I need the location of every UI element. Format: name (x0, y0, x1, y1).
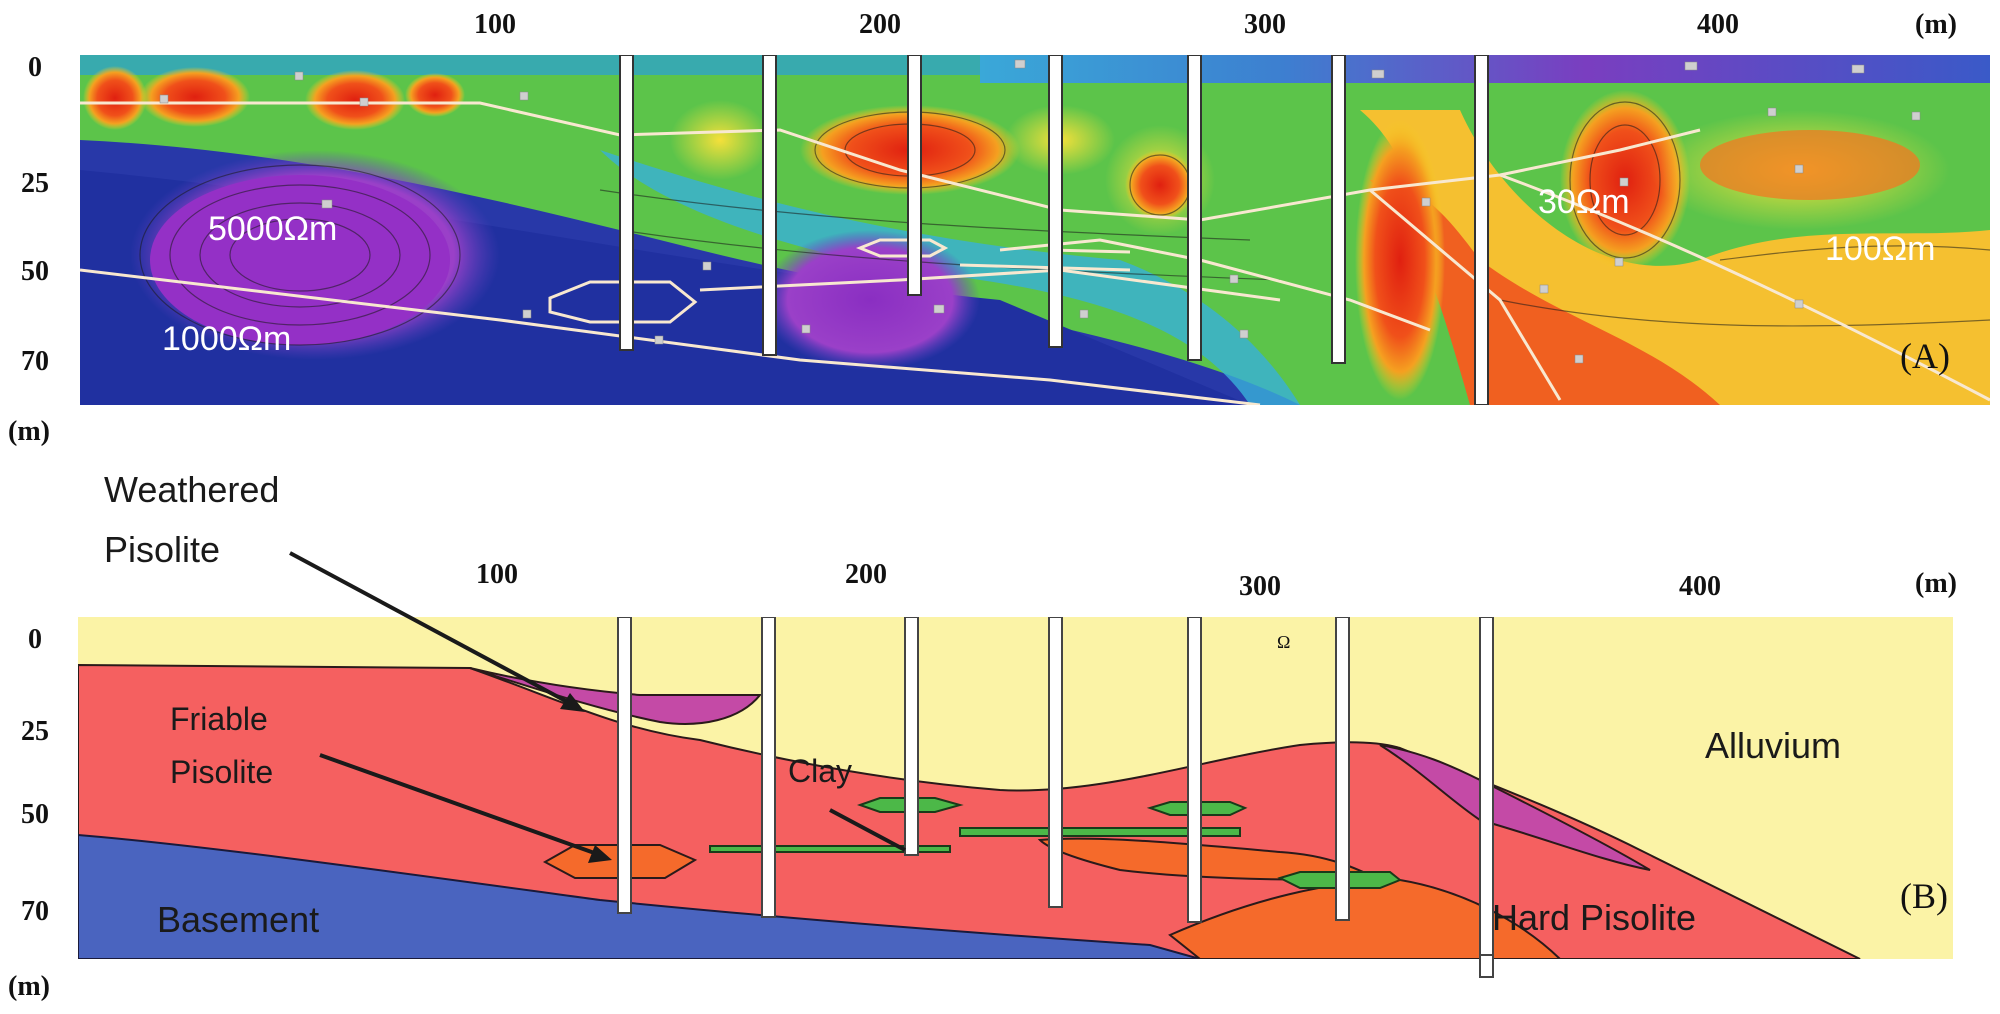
label-1000-ohm-m: 1000Ωm (162, 320, 291, 358)
a-y-unit: (m) (8, 416, 50, 447)
borehole (1187, 617, 1202, 923)
omega-mark: Ω (1277, 632, 1290, 652)
b-y-tick-50: 50 (21, 799, 49, 830)
b-x-tick-200: 200 (845, 559, 887, 590)
label-weathered-pisolite: Pisolite (104, 529, 220, 570)
borehole (762, 55, 777, 356)
b-y-tick-0: 0 (28, 624, 42, 655)
borehole (617, 617, 632, 914)
b-x-tick-300: 300 (1239, 571, 1281, 602)
a-x-tick-200: 200 (859, 9, 901, 40)
b-x-unit: (m) (1915, 568, 1957, 599)
b-x-tick-400: 400 (1679, 571, 1721, 602)
borehole (1474, 55, 1489, 405)
borehole (907, 55, 922, 296)
b-y-unit: (m) (8, 971, 50, 1002)
a-x-tick-100: 100 (474, 9, 516, 40)
label-friable-pisolite: Pisolite (170, 754, 273, 790)
borehole (1048, 617, 1063, 908)
panel-b: Weathered Pisolite Friable Pisolite Clay… (8, 469, 1957, 1002)
resistivity-section (80, 55, 1990, 405)
borehole (761, 617, 776, 918)
borehole (1048, 55, 1063, 348)
b-y-tick-25: 25 (21, 716, 49, 747)
weathered-pisolite-right (1379, 744, 1651, 871)
a-y-tick-0: 0 (28, 52, 42, 83)
annotation-arrows (289, 551, 906, 857)
borehole (904, 617, 919, 856)
borehole (1331, 55, 1346, 364)
a-y-tick-50: 50 (21, 256, 49, 287)
borehole (619, 55, 634, 351)
b-x-tick-100: 100 (476, 559, 518, 590)
panel-a: 5000Ωm 1000Ωm 30Ωm 100Ωm (A) 100 200 300… (8, 9, 1990, 447)
label-30-ohm-m: 30Ωm (1538, 183, 1630, 221)
label-weathered: Weathered (104, 469, 279, 510)
arrow-head (560, 693, 585, 712)
label-clay: Clay (788, 753, 852, 789)
clay-lens (959, 827, 1241, 837)
label-basement: Basement (157, 899, 319, 940)
borehole-extension (1479, 954, 1494, 978)
borehole (1335, 617, 1350, 921)
label-100-ohm-m: 100Ωm (1825, 230, 1935, 268)
panel-b-tag: (B) (1900, 876, 1948, 916)
label-hard-pisolite: Hard Pisolite (1492, 897, 1696, 938)
geologic-section (78, 617, 1953, 959)
borehole (1479, 617, 1494, 959)
label-friable: Friable (170, 701, 268, 737)
arrow-head (588, 845, 612, 863)
a-y-tick-70: 70 (21, 346, 49, 377)
a-x-tick-300: 300 (1244, 9, 1286, 40)
b-y-tick-70: 70 (21, 896, 49, 927)
label-5000-ohm-m: 5000Ωm (208, 210, 337, 248)
panel-a-tag: (A) (1900, 336, 1950, 376)
a-x-unit: (m) (1915, 9, 1957, 40)
borehole (1187, 55, 1202, 361)
a-x-tick-400: 400 (1697, 9, 1739, 40)
label-alluvium: Alluvium (1705, 725, 1841, 766)
a-y-tick-25: 25 (21, 168, 49, 199)
